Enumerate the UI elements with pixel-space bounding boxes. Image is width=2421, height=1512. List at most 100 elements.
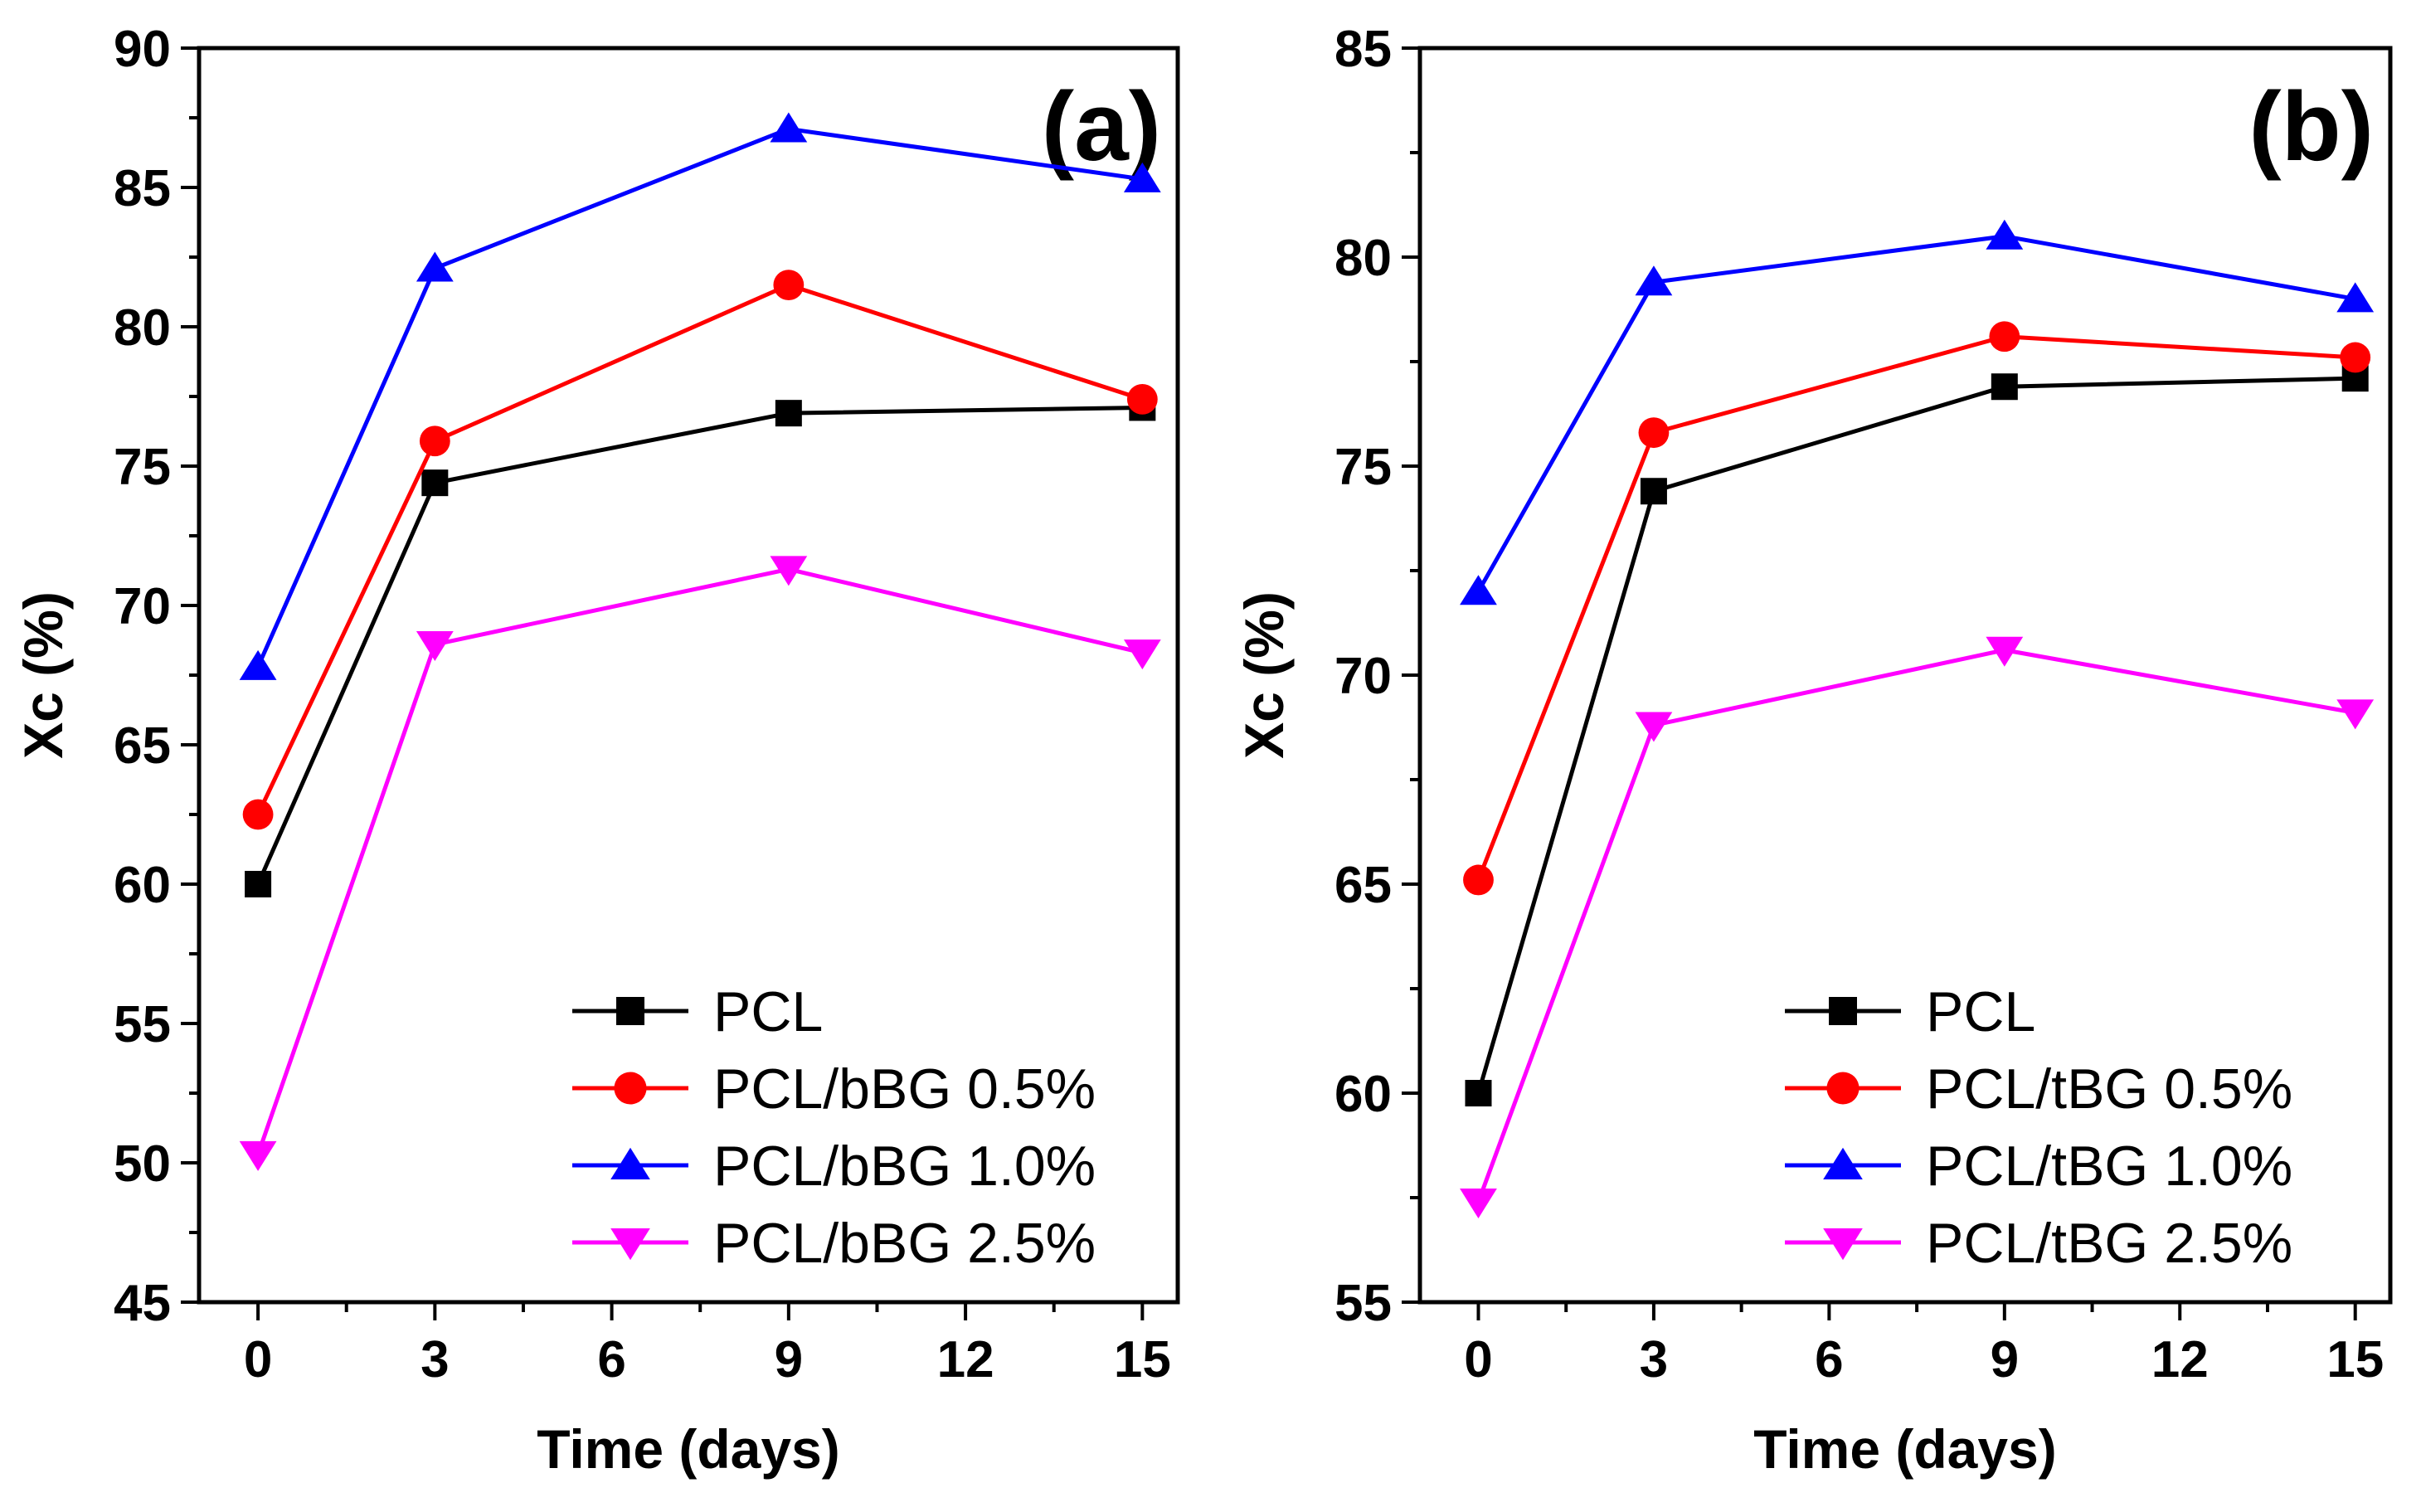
data-point [1123, 639, 1161, 670]
y-tick-label: 50 [114, 1135, 171, 1193]
x-tick-label: 12 [937, 1331, 994, 1388]
data-point [1123, 162, 1161, 192]
chart-panel-a: 45 50 55 60 65 70 75 80 85 90 0 3 6 9 12 15 Time (days) X… [12, 21, 1180, 1480]
data-point [1640, 478, 1667, 505]
data-point [242, 799, 274, 830]
legend-item: PCL/tBG 2.5% [1785, 1212, 2292, 1275]
series-line [1476, 376, 2355, 1094]
data-point [1460, 1189, 1497, 1219]
chart-panel-b: 55 60 65 70 75 80 85 0 3 6 9 12 15 Time (days) Xc (%) (… [1233, 21, 2393, 1480]
data-point [1989, 321, 2020, 352]
x-tick-label: 3 [1640, 1331, 1668, 1388]
legend-marker [616, 997, 644, 1025]
y-tick-label: 85 [1334, 21, 1392, 78]
x-tick-label: 15 [1114, 1331, 1171, 1388]
y-tick-label: 85 [114, 160, 171, 217]
legend-marker [614, 1072, 647, 1105]
legend-item: PCL [572, 980, 823, 1043]
y-tick-label: 60 [114, 857, 171, 914]
y-tick-label: 70 [114, 578, 171, 635]
legend-marker [610, 1228, 650, 1261]
data-point [1986, 219, 2024, 250]
x-axis-title: Time (days) [537, 1418, 840, 1480]
legend-marker [1823, 1228, 1863, 1261]
data-point [1638, 417, 1670, 449]
legend-label: PCL/tBG 1.0% [1926, 1135, 2292, 1198]
data-point [416, 631, 454, 662]
legend-label: PCL/tBG 0.5% [1926, 1057, 2292, 1121]
data-point [1126, 383, 1158, 415]
y-tick-label: 75 [1334, 439, 1392, 496]
data-point [419, 425, 450, 457]
series-1 [1463, 321, 2371, 896]
legend: PCL PCL/tBG 0.5% PCL/tBG 1.0% PCL/tBG 2.5% [1785, 980, 2292, 1275]
x-tick-label: 3 [421, 1331, 449, 1388]
y-tick-label: 75 [114, 439, 171, 496]
y-tick-label: 45 [114, 1275, 171, 1332]
y-tick-label: 65 [114, 717, 171, 775]
legend-label: PCL/bBG 0.5% [713, 1057, 1096, 1121]
x-tick-label: 6 [1815, 1331, 1843, 1388]
data-point [1460, 575, 1497, 605]
legend-label: PCL/bBG 2.5% [713, 1212, 1096, 1275]
x-axis-title: Time (days) [1753, 1418, 2057, 1480]
y-tick-label: 65 [1334, 857, 1392, 914]
data-point [245, 871, 272, 897]
legend-item: PCL/tBG 0.5% [1785, 1057, 2292, 1121]
legend-marker [1826, 1072, 1860, 1105]
data-point [1635, 712, 1673, 742]
y-tick-label: 90 [114, 21, 171, 78]
data-point [1986, 636, 2024, 667]
legend-marker [1823, 1147, 1863, 1179]
data-point [239, 1140, 277, 1171]
series-2 [1460, 219, 2375, 605]
legend-marker [610, 1147, 650, 1179]
panel-label: (a) [1042, 72, 1161, 182]
legend-item: PCL/tBG 1.0% [1785, 1135, 2292, 1198]
data-point [416, 251, 454, 282]
series-line [255, 405, 1143, 886]
x-tick-label: 0 [244, 1331, 272, 1388]
y-axis-title: Xc (%) [12, 591, 74, 759]
series-2 [239, 112, 1161, 680]
series-line [1476, 234, 2356, 593]
x-tick-label: 9 [1991, 1331, 2019, 1388]
series-3 [239, 556, 1161, 1171]
data-point [239, 649, 277, 680]
y-tick-label: 80 [114, 299, 171, 357]
series-0 [245, 394, 1156, 897]
y-tick-label: 55 [114, 996, 171, 1053]
data-point [1635, 265, 1673, 296]
legend: PCL PCL/bBG 0.5% PCL/bBG 1.0% PCL/bBG 2.5% [572, 980, 1096, 1275]
data-point [2340, 342, 2371, 373]
legend-label: PCL [713, 980, 823, 1043]
data-point [770, 112, 808, 143]
x-tick-label: 9 [775, 1331, 803, 1388]
y-axis-title: Xc (%) [1233, 591, 1295, 759]
series-line [1476, 648, 2356, 1203]
data-point [2336, 699, 2375, 730]
legend-label: PCL [1926, 980, 2035, 1043]
legend-item: PCL/bBG 0.5% [572, 1057, 1096, 1121]
legend-item: PCL/bBG 2.5% [572, 1212, 1096, 1275]
series-0 [1465, 365, 2369, 1106]
legend-marker [1829, 997, 1857, 1025]
legend-label: PCL/bBG 1.0% [713, 1135, 1096, 1198]
x-tick-label: 12 [2151, 1331, 2209, 1388]
legend-item: PCL/bBG 1.0% [572, 1135, 1096, 1198]
legend-label: PCL/tBG 2.5% [1926, 1212, 2292, 1275]
data-point [770, 556, 808, 586]
series-line [1476, 334, 2355, 881]
data-point [2336, 282, 2375, 313]
x-tick-label: 15 [2326, 1331, 2384, 1388]
y-tick-label: 55 [1334, 1275, 1392, 1332]
series-line [255, 283, 1144, 816]
series-line [255, 566, 1143, 1155]
data-point [1991, 373, 2018, 401]
series-3 [1460, 636, 2375, 1219]
data-point [421, 469, 449, 497]
series-line [255, 126, 1143, 668]
y-tick-label: 70 [1334, 648, 1392, 705]
